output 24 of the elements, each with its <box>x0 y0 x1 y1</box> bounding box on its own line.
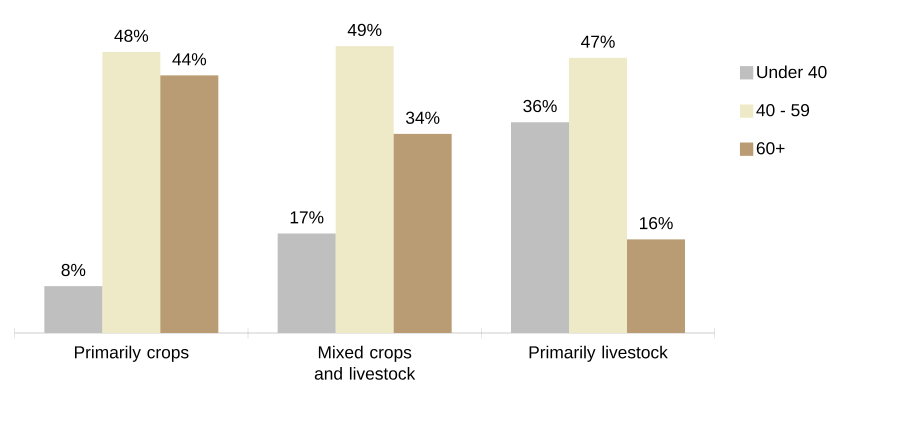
bar <box>336 46 394 333</box>
data-label: 47% <box>581 36 615 48</box>
legend-label: 60+ <box>756 142 784 154</box>
data-label: 48% <box>114 30 148 42</box>
data-label: 34% <box>406 112 440 124</box>
bar <box>511 122 570 333</box>
bar <box>160 75 218 333</box>
bar <box>44 286 102 333</box>
data-label: 44% <box>172 53 206 66</box>
legend-label: Under 40 <box>757 65 827 78</box>
bar <box>278 233 336 333</box>
x-tick-label: Primarily livestock <box>530 346 668 362</box>
legend-label: 40 - 59 <box>756 104 810 116</box>
x-tick-label: Mixed crops and livestock <box>314 346 416 380</box>
data-label: 17% <box>290 211 324 224</box>
x-tick-label: Primarily crops <box>74 346 188 362</box>
data-label: 49% <box>348 24 382 36</box>
bar <box>627 239 686 333</box>
bar <box>569 58 628 333</box>
data-label: 36% <box>523 100 557 112</box>
data-label: 8% <box>62 264 86 276</box>
bar <box>102 52 160 333</box>
bar <box>394 134 452 333</box>
data-label: 16% <box>640 217 673 230</box>
